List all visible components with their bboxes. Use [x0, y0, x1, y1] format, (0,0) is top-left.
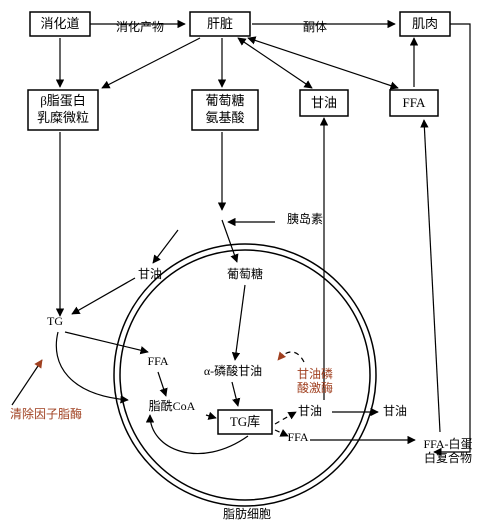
node-liver-label: 肝脏: [207, 16, 233, 31]
ffa-to-acylcoa: [158, 372, 166, 396]
acylcoa-to-tgstore: [206, 415, 216, 418]
gluaa-to-glucose: [222, 220, 237, 262]
ffaalb-up: [424, 120, 440, 432]
label-ffaAlbumin-0: FFA-白蛋: [423, 436, 472, 451]
tg-to-acylcoa: [56, 332, 128, 400]
label-ffaCell: FFA: [147, 354, 168, 368]
label-ketone: 酮体: [303, 20, 327, 34]
label-acylCoa: 脂酰CoA: [149, 398, 196, 413]
label-phosLipase-0: 甘油磷: [297, 366, 333, 381]
label-glycerolR: 甘油: [298, 404, 322, 418]
label-glycerolOut: 甘油: [383, 404, 407, 418]
label-glucoseCell: 葡萄糖: [227, 266, 263, 281]
label-tgOut-0: TG: [47, 314, 63, 328]
label-glycerolCell: 甘油: [138, 267, 162, 281]
node-betaLipo-label2: 乳糜微粒: [37, 110, 89, 125]
node-tgStore-label: TG库: [230, 414, 260, 429]
phoslipase-curve: [278, 352, 304, 362]
liver-ffa: [248, 38, 398, 88]
label-alphaP: α-磷酸甘油: [204, 363, 262, 378]
tgstore-to-ffastore: [275, 430, 288, 436]
muscle-loop-down: [434, 24, 470, 452]
node-digestiveTract-label: 消化道: [40, 16, 79, 31]
node-gluAA-label2: 氨基酸: [205, 110, 244, 125]
label-ffaStore: FFA: [287, 430, 308, 444]
node-glycerolTop-label: 甘油: [311, 95, 337, 110]
label-insulin: 胰岛素: [287, 211, 323, 226]
label-phosLipase-1: 酸激酶: [297, 380, 333, 395]
node-gluAA-label1: 葡萄糖: [205, 93, 244, 108]
label-ffaAlbumin-1: 白复合物: [424, 450, 472, 465]
label-lipase-0: 清除因子脂酶: [10, 406, 82, 421]
split-to-glycerolcell: [153, 230, 178, 263]
liver-to-beta: [102, 38, 200, 88]
label-adipocyte: 脂肪细胞: [223, 506, 271, 521]
node-muscle-label: 肌肉: [412, 16, 438, 31]
glycerolcell-to-tg: [72, 278, 135, 314]
node-betaLipo-label1: β脂蛋白: [40, 93, 86, 108]
glu-to-alphap: [235, 285, 245, 360]
liver-glycerol: [238, 38, 312, 88]
label-digestProd: 消化产物: [116, 20, 164, 34]
lipase-arrow: [12, 360, 42, 405]
tg-to-ffa: [65, 332, 148, 352]
node-ffaTop-label: FFA: [403, 95, 426, 110]
tgstore-to-glycerolr: [275, 412, 296, 424]
alphap-to-tgstore: [232, 382, 238, 406]
